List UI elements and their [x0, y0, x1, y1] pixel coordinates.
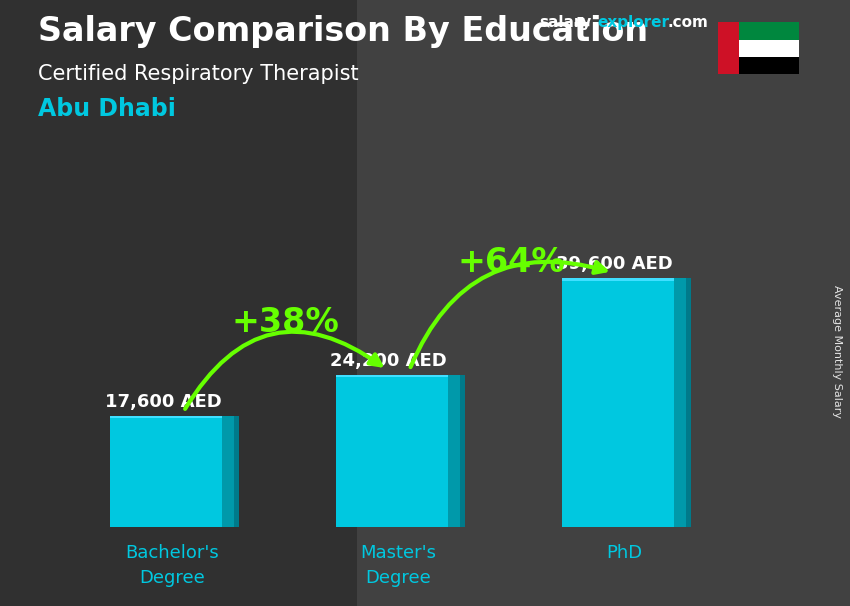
Bar	[673, 278, 686, 527]
Bar	[740, 39, 799, 57]
Text: 17,600 AED: 17,600 AED	[105, 393, 221, 411]
Bar	[110, 416, 235, 527]
Bar	[336, 375, 460, 377]
Text: Average Monthly Salary: Average Monthly Salary	[832, 285, 842, 418]
Text: .com: .com	[667, 15, 708, 30]
Text: Abu Dhabi: Abu Dhabi	[38, 97, 176, 121]
Text: Certified Respiratory Therapist: Certified Respiratory Therapist	[38, 64, 359, 84]
Text: 24,200 AED: 24,200 AED	[331, 351, 447, 370]
Text: explorer: explorer	[598, 15, 670, 30]
Text: salary: salary	[540, 15, 592, 30]
Bar	[357, 0, 850, 606]
Bar	[0, 0, 357, 606]
Bar	[562, 278, 686, 281]
Bar	[562, 278, 686, 527]
Text: Salary Comparison By Education: Salary Comparison By Education	[38, 15, 649, 48]
Bar	[718, 22, 740, 74]
Bar	[686, 278, 691, 527]
Bar	[336, 375, 460, 527]
Bar	[740, 22, 799, 39]
Text: +38%: +38%	[231, 306, 339, 339]
Text: 39,600 AED: 39,600 AED	[556, 255, 673, 273]
Bar	[448, 375, 460, 527]
Bar	[222, 416, 235, 527]
Bar	[740, 57, 799, 74]
Text: +64%: +64%	[457, 246, 565, 279]
Bar	[235, 416, 240, 527]
Bar	[110, 416, 235, 418]
Bar	[460, 375, 465, 527]
